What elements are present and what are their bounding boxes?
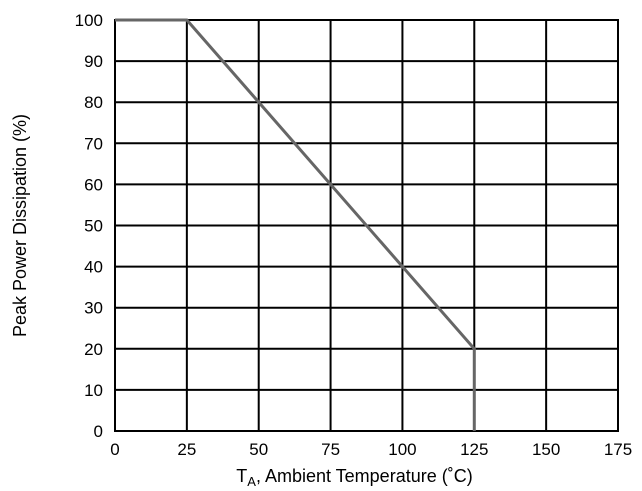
series-line-0	[115, 18, 476, 431]
y-tick-label-80: 80	[84, 93, 103, 112]
x-tick-label-0: 0	[110, 440, 119, 459]
x-tick-label-25: 25	[177, 440, 196, 459]
y-tick-label-60: 60	[84, 175, 103, 194]
x-axis-label-rest: , Ambient Temperature (˚C)	[256, 466, 473, 486]
series-layer	[115, 18, 476, 431]
x-tick-label-75: 75	[321, 440, 340, 459]
x-tick-label-125: 125	[460, 440, 488, 459]
y-tick-label-70: 70	[84, 134, 103, 153]
y-tick-label-10: 10	[84, 381, 103, 400]
x-tick-label-150: 150	[532, 440, 560, 459]
x-tick-label-50: 50	[249, 440, 268, 459]
y-tick-label-100: 100	[75, 11, 103, 30]
y-tick-label-40: 40	[84, 258, 103, 277]
plot-frame	[114, 19, 619, 432]
y-tick-label-0: 0	[94, 422, 103, 441]
y-tick-label-30: 30	[84, 299, 103, 318]
x-tick-label-175: 175	[604, 440, 632, 459]
y-tick-label-50: 50	[84, 217, 103, 236]
x-axis-label-subscript: A	[247, 474, 256, 489]
y-axis-label: Peak Power Dissipation (%)	[10, 114, 30, 337]
grid-lines	[115, 20, 618, 431]
x-tick-label-100: 100	[388, 440, 416, 459]
x-axis-label-main: T	[236, 466, 247, 486]
y-tick-label-20: 20	[84, 340, 103, 359]
y-tick-labels: 0 10 20 30 40 50 60 70 80 90 100	[75, 11, 103, 441]
y-tick-label-90: 90	[84, 52, 103, 71]
x-axis-label: TA, Ambient Temperature (˚C)	[236, 466, 472, 489]
x-tick-labels: 0 25 50 75 100 125 150 175	[110, 440, 632, 459]
